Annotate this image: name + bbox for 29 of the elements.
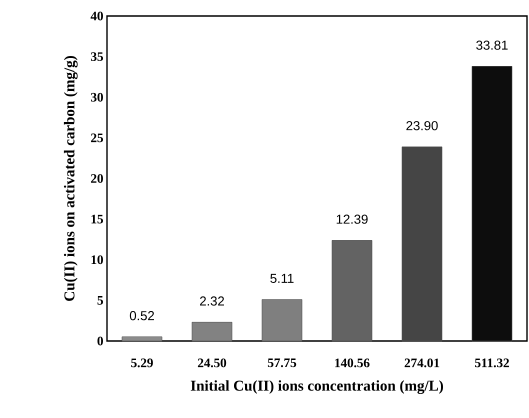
- data-label: 0.52: [130, 311, 154, 320]
- y-tick-label: 10: [92, 255, 103, 264]
- y-tick-label: 40: [90, 12, 103, 20]
- x-tick-label: 274.01: [404, 358, 440, 368]
- y-tick-label: 35: [90, 52, 104, 61]
- y-tick-label: 30: [90, 92, 103, 102]
- bar: [402, 146, 442, 342]
- data-label: 33.81: [476, 40, 508, 50]
- x-tick-label: 511.32: [475, 358, 509, 368]
- y-tick-label: 25: [91, 134, 104, 142]
- y-axis-title: Cu(II) ions on activated carbon (mg/g): [64, 56, 78, 301]
- data-label: 23.90: [406, 121, 438, 130]
- bar: [262, 299, 302, 342]
- x-tick-label: 24.50: [198, 358, 226, 368]
- x-tick-label: 140.56: [335, 358, 370, 368]
- data-label: 12.39: [336, 214, 368, 224]
- y-tick-label: 5: [97, 296, 104, 305]
- bar: [332, 240, 372, 342]
- data-label: 2.32: [200, 296, 224, 306]
- x-tick-label: 57.75: [268, 358, 296, 368]
- x-tick-label: 5.29: [131, 358, 153, 368]
- x-axis-title: Initial Cu(II) ions concentration (mg/L): [190, 380, 444, 394]
- bar: [472, 66, 512, 342]
- y-tick-label: 0: [97, 336, 103, 346]
- bar: [122, 336, 162, 342]
- bar: [192, 322, 232, 342]
- y-tick-label: 15: [92, 214, 104, 224]
- y-tick-label: 20: [91, 174, 103, 183]
- data-label: 5.11: [270, 274, 294, 283]
